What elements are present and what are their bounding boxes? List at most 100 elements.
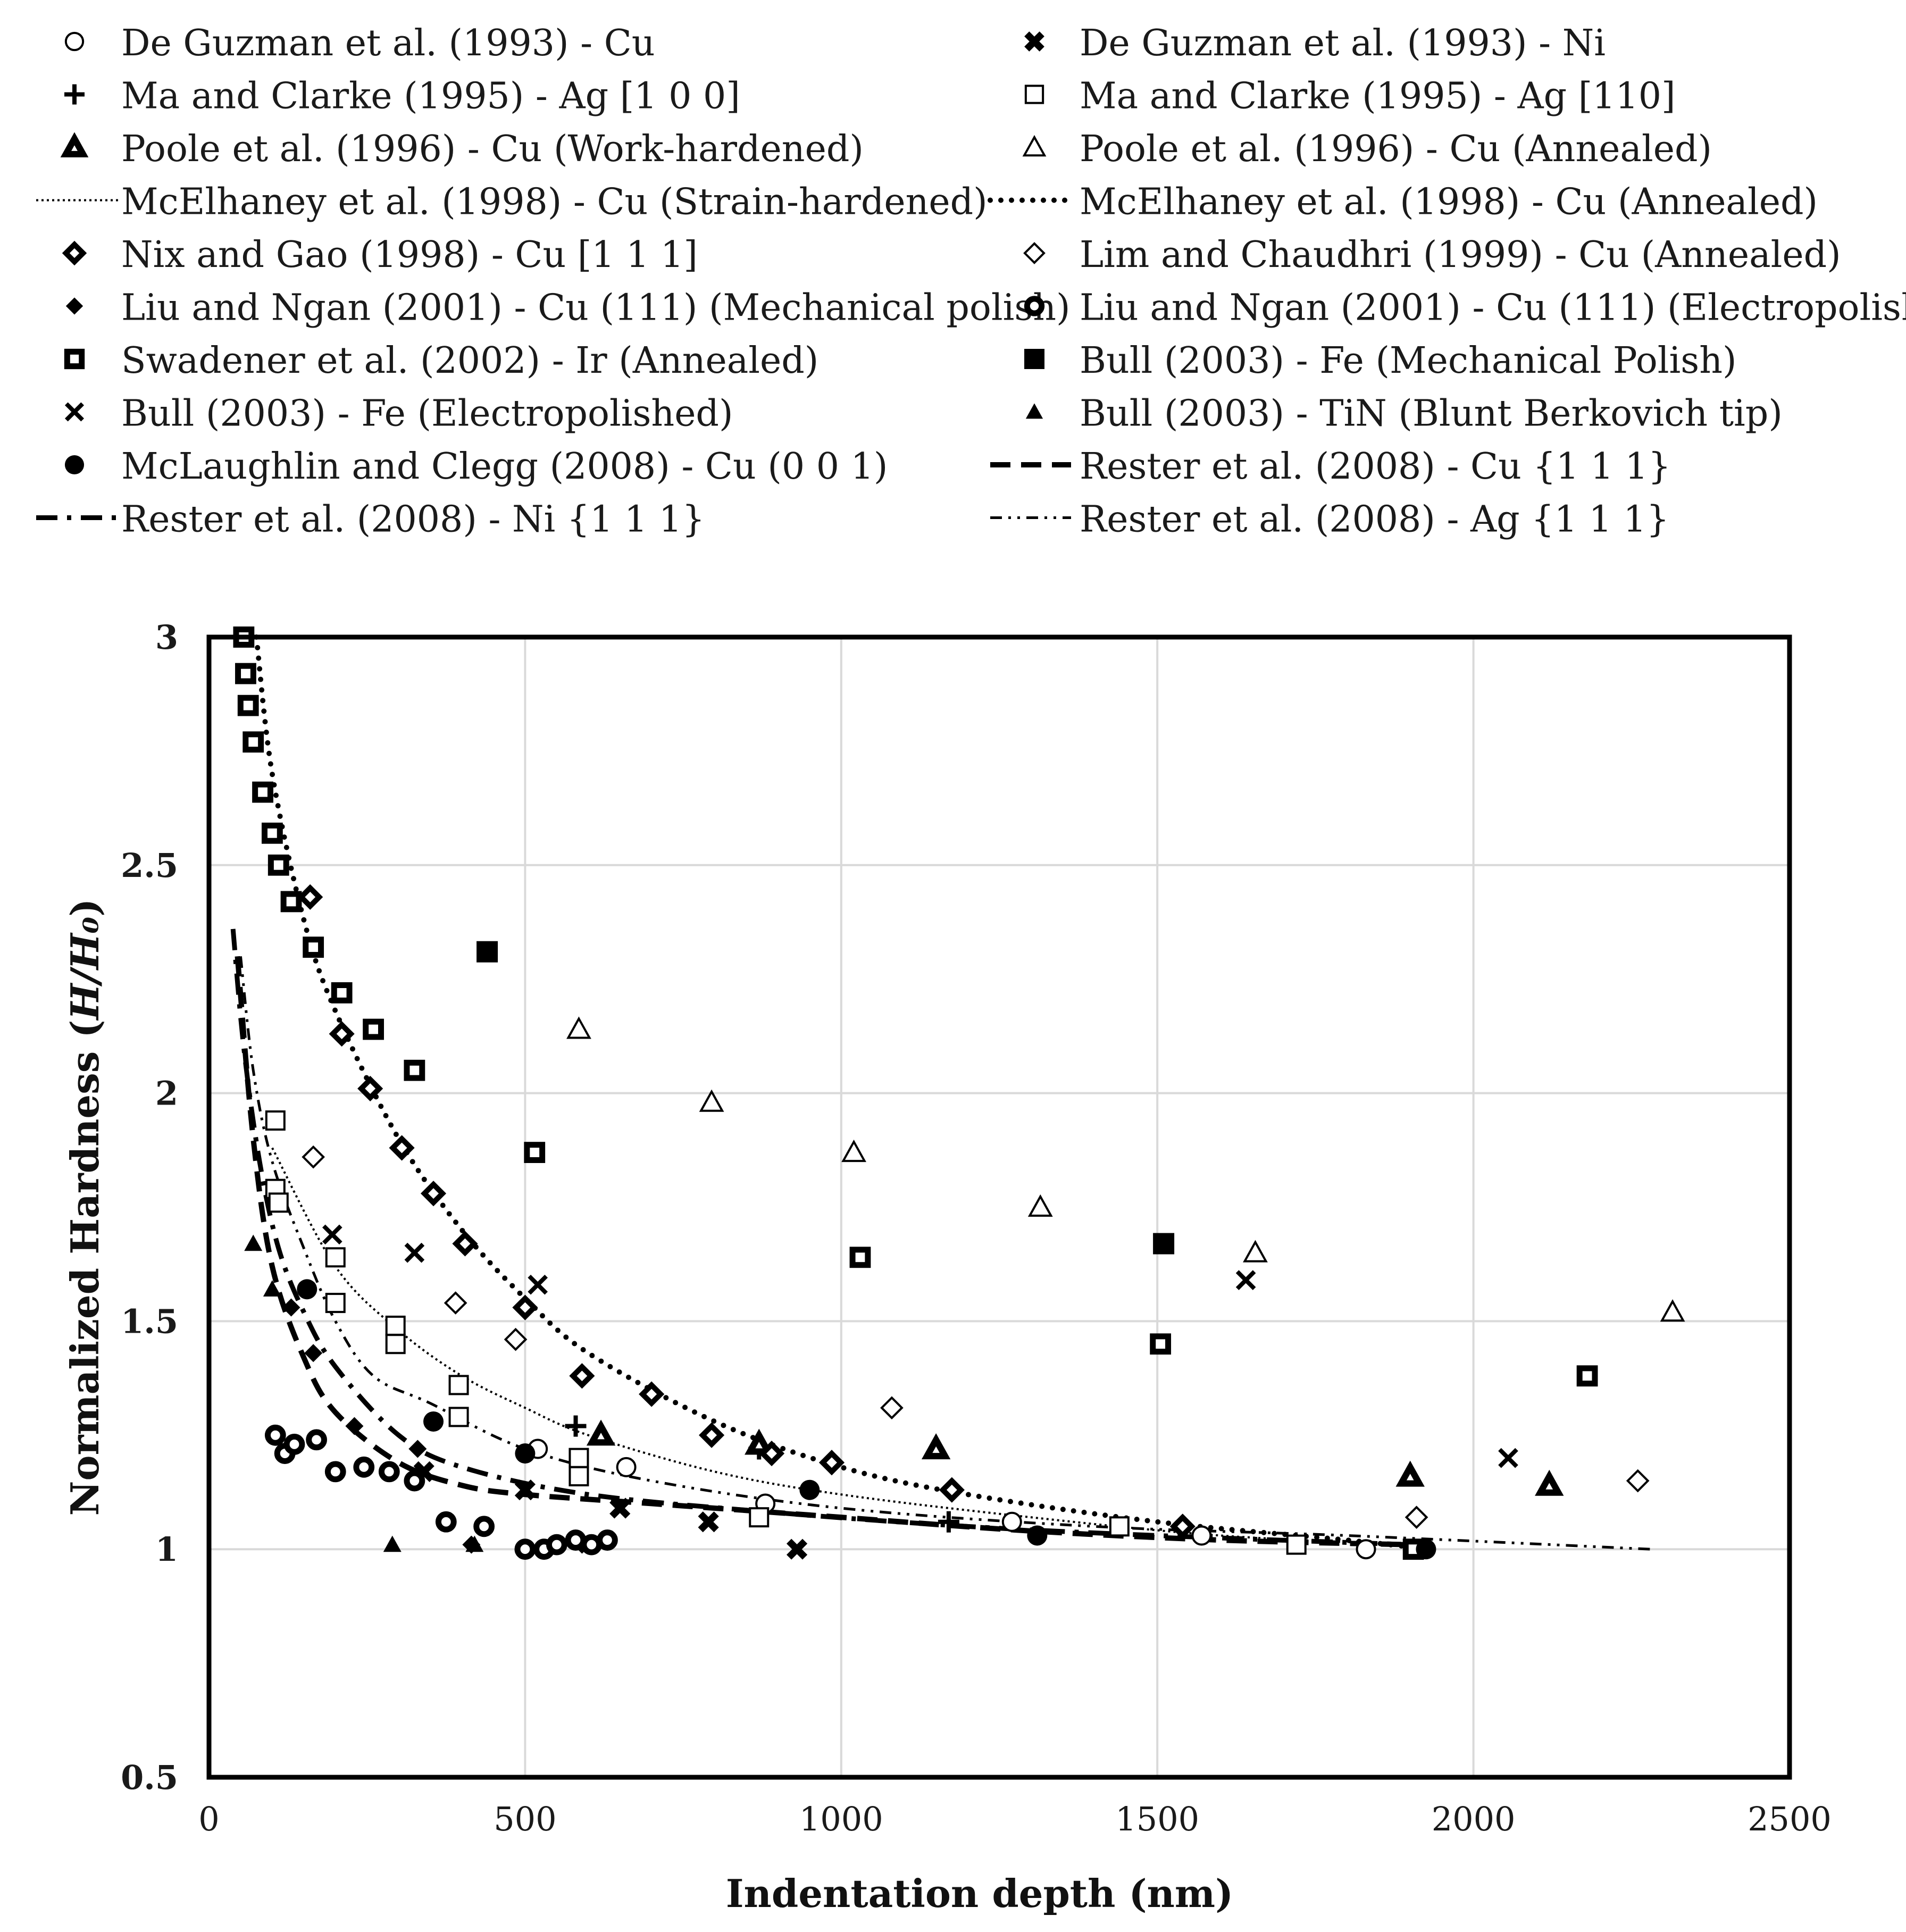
- data-point: [880, 1396, 904, 1420]
- data-point: [1416, 1539, 1436, 1560]
- legend-entry: McLaughlin and Clegg (2008) - Cu (0 0 1): [64, 446, 888, 488]
- legend-label: Liu and Ngan (2001) - Cu (111) (Mechanic…: [121, 287, 1071, 329]
- data-point: [261, 822, 283, 844]
- y-tick-label: 2: [155, 1074, 178, 1113]
- data-point: [268, 1192, 289, 1213]
- legend-label: Nix and Gao (1998) - Cu [1 1 1]: [121, 234, 698, 276]
- data-point: [1498, 1448, 1518, 1468]
- data-point: [252, 781, 273, 803]
- data-point: [345, 1417, 364, 1435]
- x-tick-label: 2000: [1432, 1800, 1516, 1838]
- data-point: [1109, 1516, 1130, 1537]
- legend-label: Liu and Ngan (2001) - Cu (111) (Electrop…: [1080, 287, 1906, 329]
- legend-label: Swadener et al. (2002) - Ir (Annealed): [121, 340, 818, 382]
- data-point: [237, 695, 259, 716]
- legend-marker: [64, 455, 85, 475]
- data-point: [639, 1381, 665, 1407]
- legend-entry: Lim and Chaudhri (1999) - Cu (Annealed): [1023, 234, 1841, 276]
- data-point: [385, 1315, 406, 1336]
- data-point: [786, 1538, 808, 1560]
- legend-marker: [65, 297, 83, 315]
- legend-label: Bull (2003) - TiN (Blunt Berkovich tip): [1080, 393, 1783, 435]
- data-point: [1286, 1534, 1307, 1555]
- data-point: [473, 1516, 495, 1537]
- data-point: [302, 1145, 325, 1169]
- data-point: [1395, 1460, 1425, 1487]
- legend-marker: [1025, 403, 1043, 419]
- data-point: [938, 1511, 959, 1533]
- series-markers: [233, 626, 1685, 1560]
- data-point: [306, 1429, 327, 1451]
- data-point: [283, 1434, 305, 1455]
- data-point: [244, 1234, 263, 1251]
- legend-entry: Liu and Ngan (2001) - Cu (111) (Electrop…: [1024, 287, 1906, 329]
- data-point: [282, 1298, 300, 1317]
- data-point: [297, 884, 323, 910]
- legend-entry: Nix and Gao (1998) - Cu [1 1 1]: [62, 234, 698, 276]
- y-tick-label: 1: [155, 1530, 178, 1569]
- legend-label: McElhaney et al. (1998) - Cu (Annealed): [1080, 181, 1818, 223]
- legend-label: McLaughlin and Clegg (2008) - Cu (0 0 1): [121, 446, 888, 488]
- legend-entry: Ma and Clarke (1995) - Ag [1 0 0]: [64, 76, 740, 118]
- y-axis-title-main: Normalized Hardness (: [62, 1020, 107, 1516]
- legend-entry: De Guzman et al. (1993) - Ni: [1024, 22, 1606, 64]
- legend: De Guzman et al. (1993) - Cu De Guzman et…: [36, 22, 1906, 541]
- legend-entry: Rester et al. (2008) - Ni {1 1 1}: [36, 499, 705, 541]
- data-point: [699, 1422, 725, 1448]
- y-tick-label: 3: [155, 618, 178, 657]
- grid: [209, 637, 1790, 1777]
- legend-entry: Poole et al. (1996) - Cu (Annealed): [1022, 128, 1712, 170]
- legend-marker: [1024, 31, 1044, 52]
- legend-entry: Poole et al. (1996) - Cu (Work-hardened): [60, 128, 864, 170]
- legend-label: Ma and Clarke (1995) - Ag [110]: [1080, 76, 1676, 118]
- data-point: [569, 1466, 589, 1486]
- series-line-19: [239, 956, 1651, 1551]
- legend-entry: Ma and Clarke (1995) - Ag [110]: [1024, 76, 1676, 118]
- y-axis-title-end: ): [62, 899, 107, 917]
- data-point: [389, 1135, 415, 1161]
- data-point: [698, 1511, 719, 1533]
- data-point: [565, 1415, 587, 1437]
- data-point: [465, 1535, 484, 1552]
- data-point: [1626, 1469, 1650, 1493]
- data-point: [1243, 1240, 1268, 1262]
- data-point: [1535, 1469, 1564, 1496]
- x-tick-label: 1000: [799, 1800, 883, 1838]
- data-point: [1235, 1270, 1256, 1291]
- x-tick-label: 500: [494, 1800, 556, 1838]
- data-point: [324, 1461, 346, 1483]
- legend-marker: [60, 132, 89, 157]
- legend-entry: Rester et al. (2008) - Ag {1 1 1}: [990, 499, 1669, 541]
- data-point: [1150, 1333, 1172, 1355]
- legend-label: Rester et al. (2008) - Cu {1 1 1}: [1080, 446, 1671, 488]
- data-point: [515, 1443, 536, 1464]
- data-point: [1153, 1233, 1175, 1254]
- data-point: [841, 1139, 866, 1162]
- legend-label: Rester et al. (2008) - Ag {1 1 1}: [1080, 499, 1669, 541]
- data-point: [452, 1231, 478, 1257]
- data-point: [404, 1242, 425, 1263]
- data-point: [758, 1441, 785, 1467]
- data-point: [745, 1428, 774, 1455]
- data-point: [569, 1363, 595, 1389]
- data-point: [404, 1059, 425, 1081]
- legend-marker: [64, 84, 85, 105]
- data-point: [322, 1224, 342, 1245]
- x-tick-label: 0: [198, 1800, 219, 1838]
- legend-entry: Swadener et al. (2002) - Ir (Annealed): [64, 340, 818, 382]
- data-point: [263, 1280, 281, 1297]
- data-point: [265, 1110, 286, 1131]
- data-point: [1356, 1539, 1376, 1560]
- legend-label: Poole et al. (1996) - Cu (Work-hardened): [121, 128, 864, 170]
- data-point: [749, 1507, 770, 1528]
- legend-marker: [1024, 85, 1044, 104]
- data-point: [448, 1407, 469, 1427]
- data-point: [566, 1016, 591, 1039]
- legend-label: Bull (2003) - Fe (Electropolished): [121, 393, 733, 435]
- data-point: [423, 1411, 444, 1432]
- series-line-6: [271, 1147, 1410, 1546]
- data-point: [383, 1535, 402, 1552]
- legend-entry: Bull (2003) - Fe (Electropolished): [64, 393, 733, 435]
- data-point: [586, 1419, 616, 1446]
